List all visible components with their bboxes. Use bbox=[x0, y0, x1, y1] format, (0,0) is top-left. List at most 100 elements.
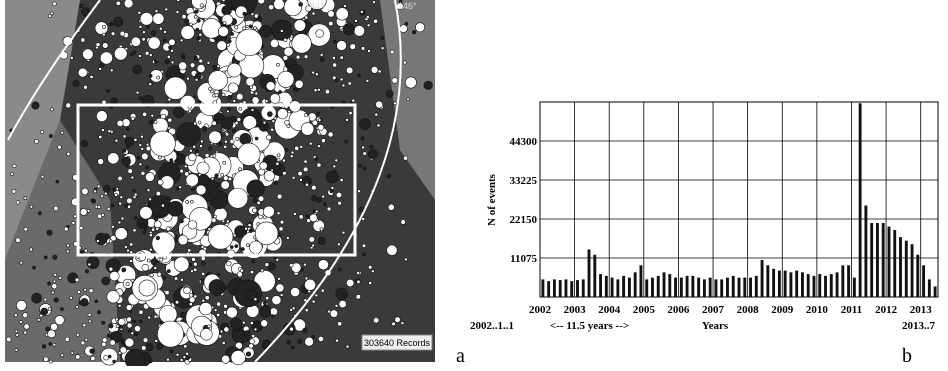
event-circle bbox=[200, 4, 203, 7]
bar bbox=[922, 265, 925, 297]
event-circle bbox=[178, 235, 188, 245]
event-circle bbox=[263, 121, 266, 124]
event-circle bbox=[327, 207, 331, 211]
event-circle bbox=[209, 131, 222, 144]
event-circle bbox=[122, 157, 131, 166]
event-circle bbox=[187, 356, 190, 359]
event-circle bbox=[381, 36, 384, 39]
event-circle bbox=[102, 43, 108, 49]
event-circle bbox=[249, 339, 254, 344]
event-circle bbox=[294, 88, 297, 91]
event-circle bbox=[305, 309, 308, 312]
event-circle bbox=[119, 202, 122, 205]
event-circle bbox=[350, 44, 356, 50]
event-circle bbox=[24, 324, 29, 329]
event-circle bbox=[343, 5, 346, 8]
event-circle bbox=[82, 49, 93, 60]
event-circle bbox=[339, 300, 347, 308]
event-circle bbox=[180, 278, 183, 281]
event-circle bbox=[310, 214, 318, 222]
bar bbox=[853, 278, 856, 297]
event-circle bbox=[66, 103, 71, 108]
event-circle bbox=[140, 223, 145, 228]
event-circle bbox=[127, 317, 132, 322]
event-circle bbox=[359, 207, 364, 212]
event-circle bbox=[270, 39, 278, 47]
bar bbox=[824, 276, 827, 297]
event-circle bbox=[131, 332, 134, 335]
event-circle bbox=[115, 139, 118, 142]
y-tick-label: 44300 bbox=[510, 136, 538, 148]
event-circle bbox=[115, 228, 127, 240]
event-circle bbox=[139, 310, 143, 314]
event-circle bbox=[361, 137, 364, 140]
event-circle bbox=[112, 188, 116, 192]
event-circle bbox=[316, 30, 324, 38]
event-circle bbox=[97, 185, 100, 188]
event-circle bbox=[401, 220, 406, 225]
event-circle bbox=[131, 176, 134, 179]
event-circle bbox=[245, 227, 248, 230]
bar bbox=[720, 279, 723, 297]
event-circle bbox=[133, 51, 136, 54]
bar bbox=[674, 278, 677, 297]
event-circle bbox=[280, 29, 283, 32]
event-circle bbox=[222, 6, 232, 16]
bar bbox=[911, 244, 914, 297]
event-circle bbox=[346, 67, 353, 74]
event-circle bbox=[16, 300, 26, 310]
event-circle bbox=[194, 295, 197, 298]
event-circle bbox=[152, 228, 155, 231]
event-circle bbox=[223, 176, 228, 181]
event-circle bbox=[368, 265, 372, 269]
event-circle bbox=[284, 38, 287, 41]
event-circle bbox=[321, 289, 324, 292]
event-circle bbox=[108, 355, 111, 358]
event-circle bbox=[198, 121, 201, 124]
event-circle bbox=[312, 335, 315, 338]
event-circle bbox=[400, 25, 408, 33]
event-circle bbox=[55, 315, 64, 324]
event-circle bbox=[102, 342, 106, 346]
event-circle bbox=[306, 215, 309, 218]
event-circle bbox=[134, 332, 138, 336]
event-circle bbox=[41, 308, 48, 315]
event-circle bbox=[90, 349, 95, 354]
bar bbox=[841, 265, 844, 297]
event-circle bbox=[218, 26, 228, 36]
event-circle bbox=[312, 244, 315, 247]
event-circle bbox=[233, 234, 236, 237]
event-circle bbox=[37, 318, 40, 321]
panel-label: b bbox=[902, 345, 912, 366]
event-circle bbox=[235, 121, 238, 124]
event-circle bbox=[290, 327, 294, 331]
event-circle bbox=[202, 299, 205, 302]
event-circle bbox=[80, 226, 83, 229]
event-circle bbox=[333, 40, 336, 43]
event-circle bbox=[278, 71, 294, 87]
event-circle bbox=[260, 162, 268, 170]
event-circle bbox=[197, 162, 209, 174]
event-circle bbox=[346, 118, 349, 121]
event-circle bbox=[78, 68, 87, 77]
event-circle bbox=[97, 214, 101, 218]
event-circle bbox=[309, 237, 315, 243]
event-circle bbox=[214, 208, 227, 221]
event-circle bbox=[107, 334, 111, 338]
event-circle bbox=[228, 40, 231, 43]
event-circle bbox=[109, 324, 113, 328]
event-circle bbox=[176, 187, 179, 190]
event-circle bbox=[148, 316, 151, 319]
event-circle bbox=[168, 201, 183, 216]
event-circle bbox=[318, 119, 321, 122]
event-circle bbox=[109, 267, 113, 271]
event-circle bbox=[174, 277, 178, 281]
event-circle bbox=[49, 360, 52, 363]
event-circle bbox=[265, 296, 268, 299]
x-tick-label: 2012 bbox=[875, 304, 898, 316]
event-circle bbox=[296, 55, 300, 59]
event-circle bbox=[284, 47, 293, 56]
event-circle bbox=[106, 259, 120, 273]
event-circle bbox=[205, 296, 209, 300]
event-circle bbox=[161, 204, 164, 207]
